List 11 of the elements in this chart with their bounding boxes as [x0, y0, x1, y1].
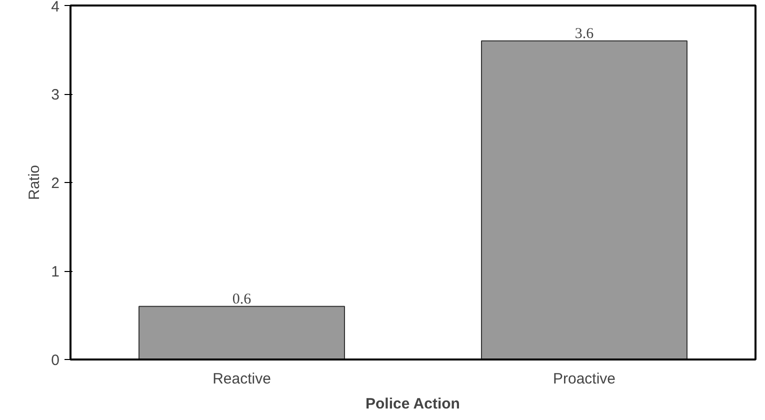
- data-label: 3.6: [574, 26, 594, 42]
- x-axis-title: Police Action: [365, 396, 460, 412]
- x-tick-label: Reactive: [212, 370, 271, 388]
- x-tick-label: Proactive: [552, 370, 616, 388]
- y-tick-label: 3: [51, 86, 60, 104]
- y-tick-label: 4: [51, 0, 60, 16]
- y-tick-label: 1: [51, 264, 60, 280]
- y-tick-label: 2: [51, 175, 60, 192]
- data-label: 0.6: [232, 291, 252, 308]
- y-tick-label: 0: [51, 352, 60, 369]
- y-axis-title: Ratio: [26, 164, 44, 200]
